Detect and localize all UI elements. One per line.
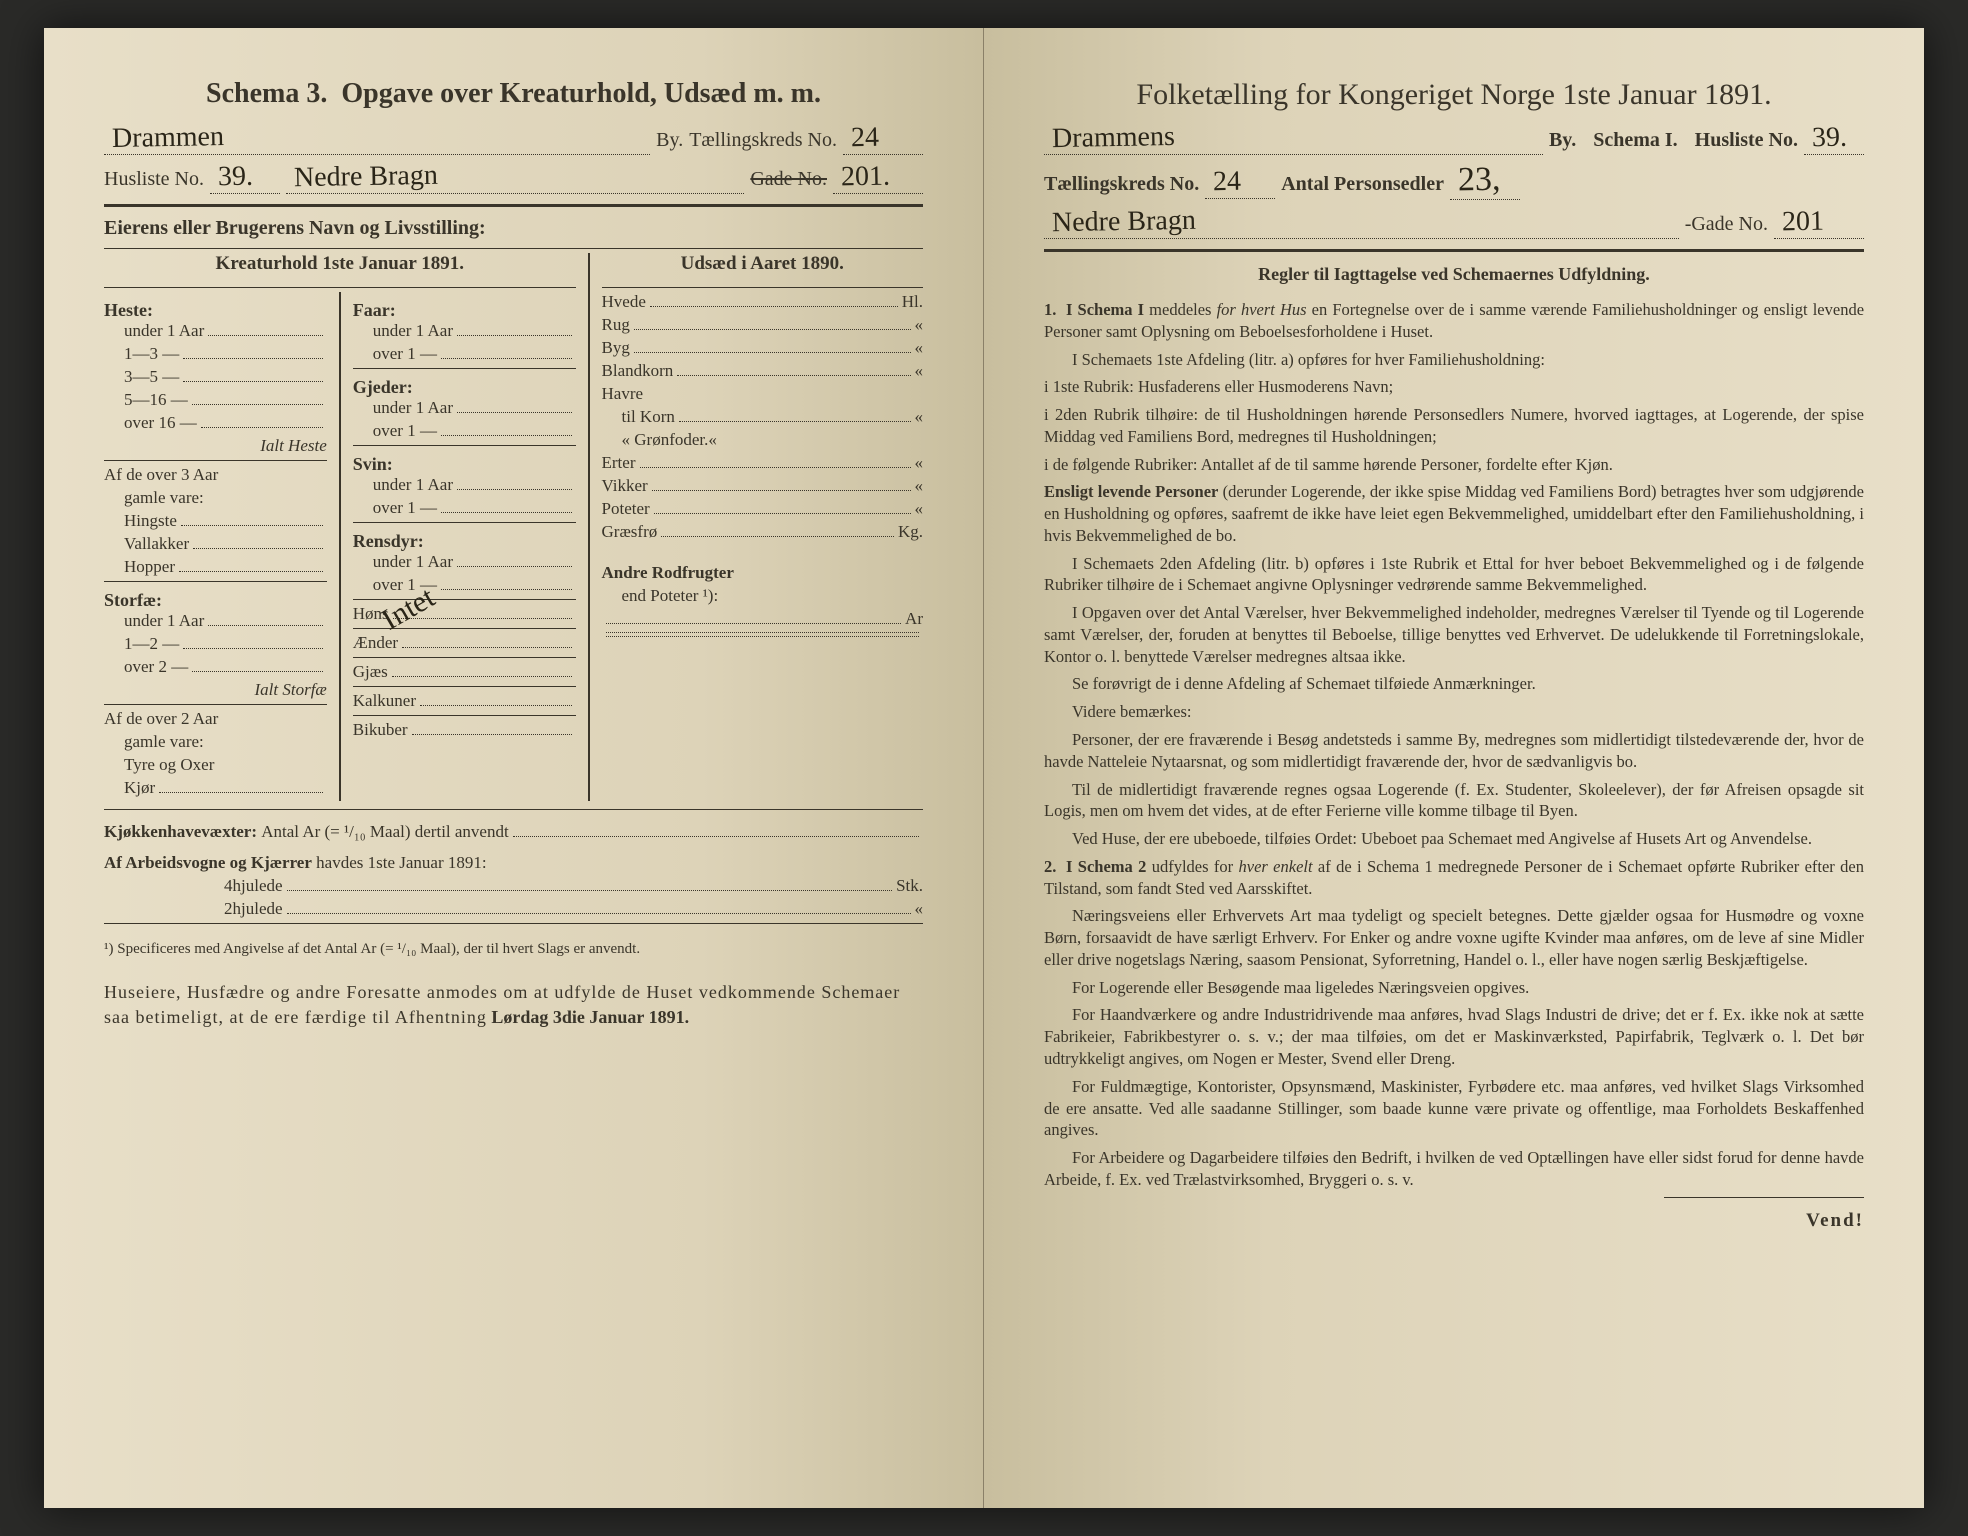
kjokken-row: Kjøkkenhavevæxter: Antal Ar (= ¹/₁₀ Maal… bbox=[104, 814, 923, 842]
rule-2: 2.I Schema 2 udfyldes for hver enkelt af… bbox=[1044, 856, 1864, 900]
left-page: Schema 3. Opgave over Kreaturhold, Udsæd… bbox=[44, 28, 984, 1508]
request-text: Huseiere, Husfædre og andre Foresatte an… bbox=[104, 980, 923, 1030]
right-title: Folketælling for Kongeriget Norge 1ste J… bbox=[1044, 78, 1864, 112]
owner-label: Eierens eller Brugerens Navn og Livsstil… bbox=[104, 217, 923, 240]
arbeid-row: Af Arbeidsvogne og Kjærrer havdes 1ste J… bbox=[104, 845, 923, 873]
kreds-hand: 24 bbox=[843, 122, 888, 155]
city-hand: Drammen bbox=[104, 121, 233, 155]
census-book: Schema 3. Opgave over Kreaturhold, Udsæd… bbox=[44, 28, 1924, 1508]
husliste-row: Husliste No. 39. Nedre Bragn Gade No. 20… bbox=[104, 161, 923, 194]
rules-title: Regler til Iagttagelse ved Schemaernes U… bbox=[1044, 264, 1864, 285]
footnote: ¹) Specificeres med Angivelse af det Ant… bbox=[104, 940, 923, 960]
left-title: Schema 3. Opgave over Kreaturhold, Udsæd… bbox=[104, 78, 923, 110]
city-row: Drammen By. Tællingskreds No. 24 bbox=[104, 122, 923, 155]
r-row1: Drammens By. Schema I. Husliste No. 39. bbox=[1044, 122, 1864, 155]
col1-header: Kreaturhold 1ste Januar 1891. bbox=[104, 253, 576, 275]
vend-label: Vend! bbox=[1044, 1210, 1864, 1232]
r-row2: Tællingskreds No. 24 Antal Personsedler … bbox=[1044, 161, 1864, 200]
col2-header: Udsæd i Aaret 1890. bbox=[602, 253, 923, 275]
main-columns: Kreaturhold 1ste Januar 1891. Heste: und… bbox=[104, 253, 923, 801]
right-page: Folketælling for Kongeriget Norge 1ste J… bbox=[984, 28, 1924, 1508]
r-row3: Nedre Bragn -Gade No. 201 bbox=[1044, 206, 1864, 239]
rule-1: 1.I Schema I meddeles for hvert Hus en F… bbox=[1044, 299, 1864, 343]
